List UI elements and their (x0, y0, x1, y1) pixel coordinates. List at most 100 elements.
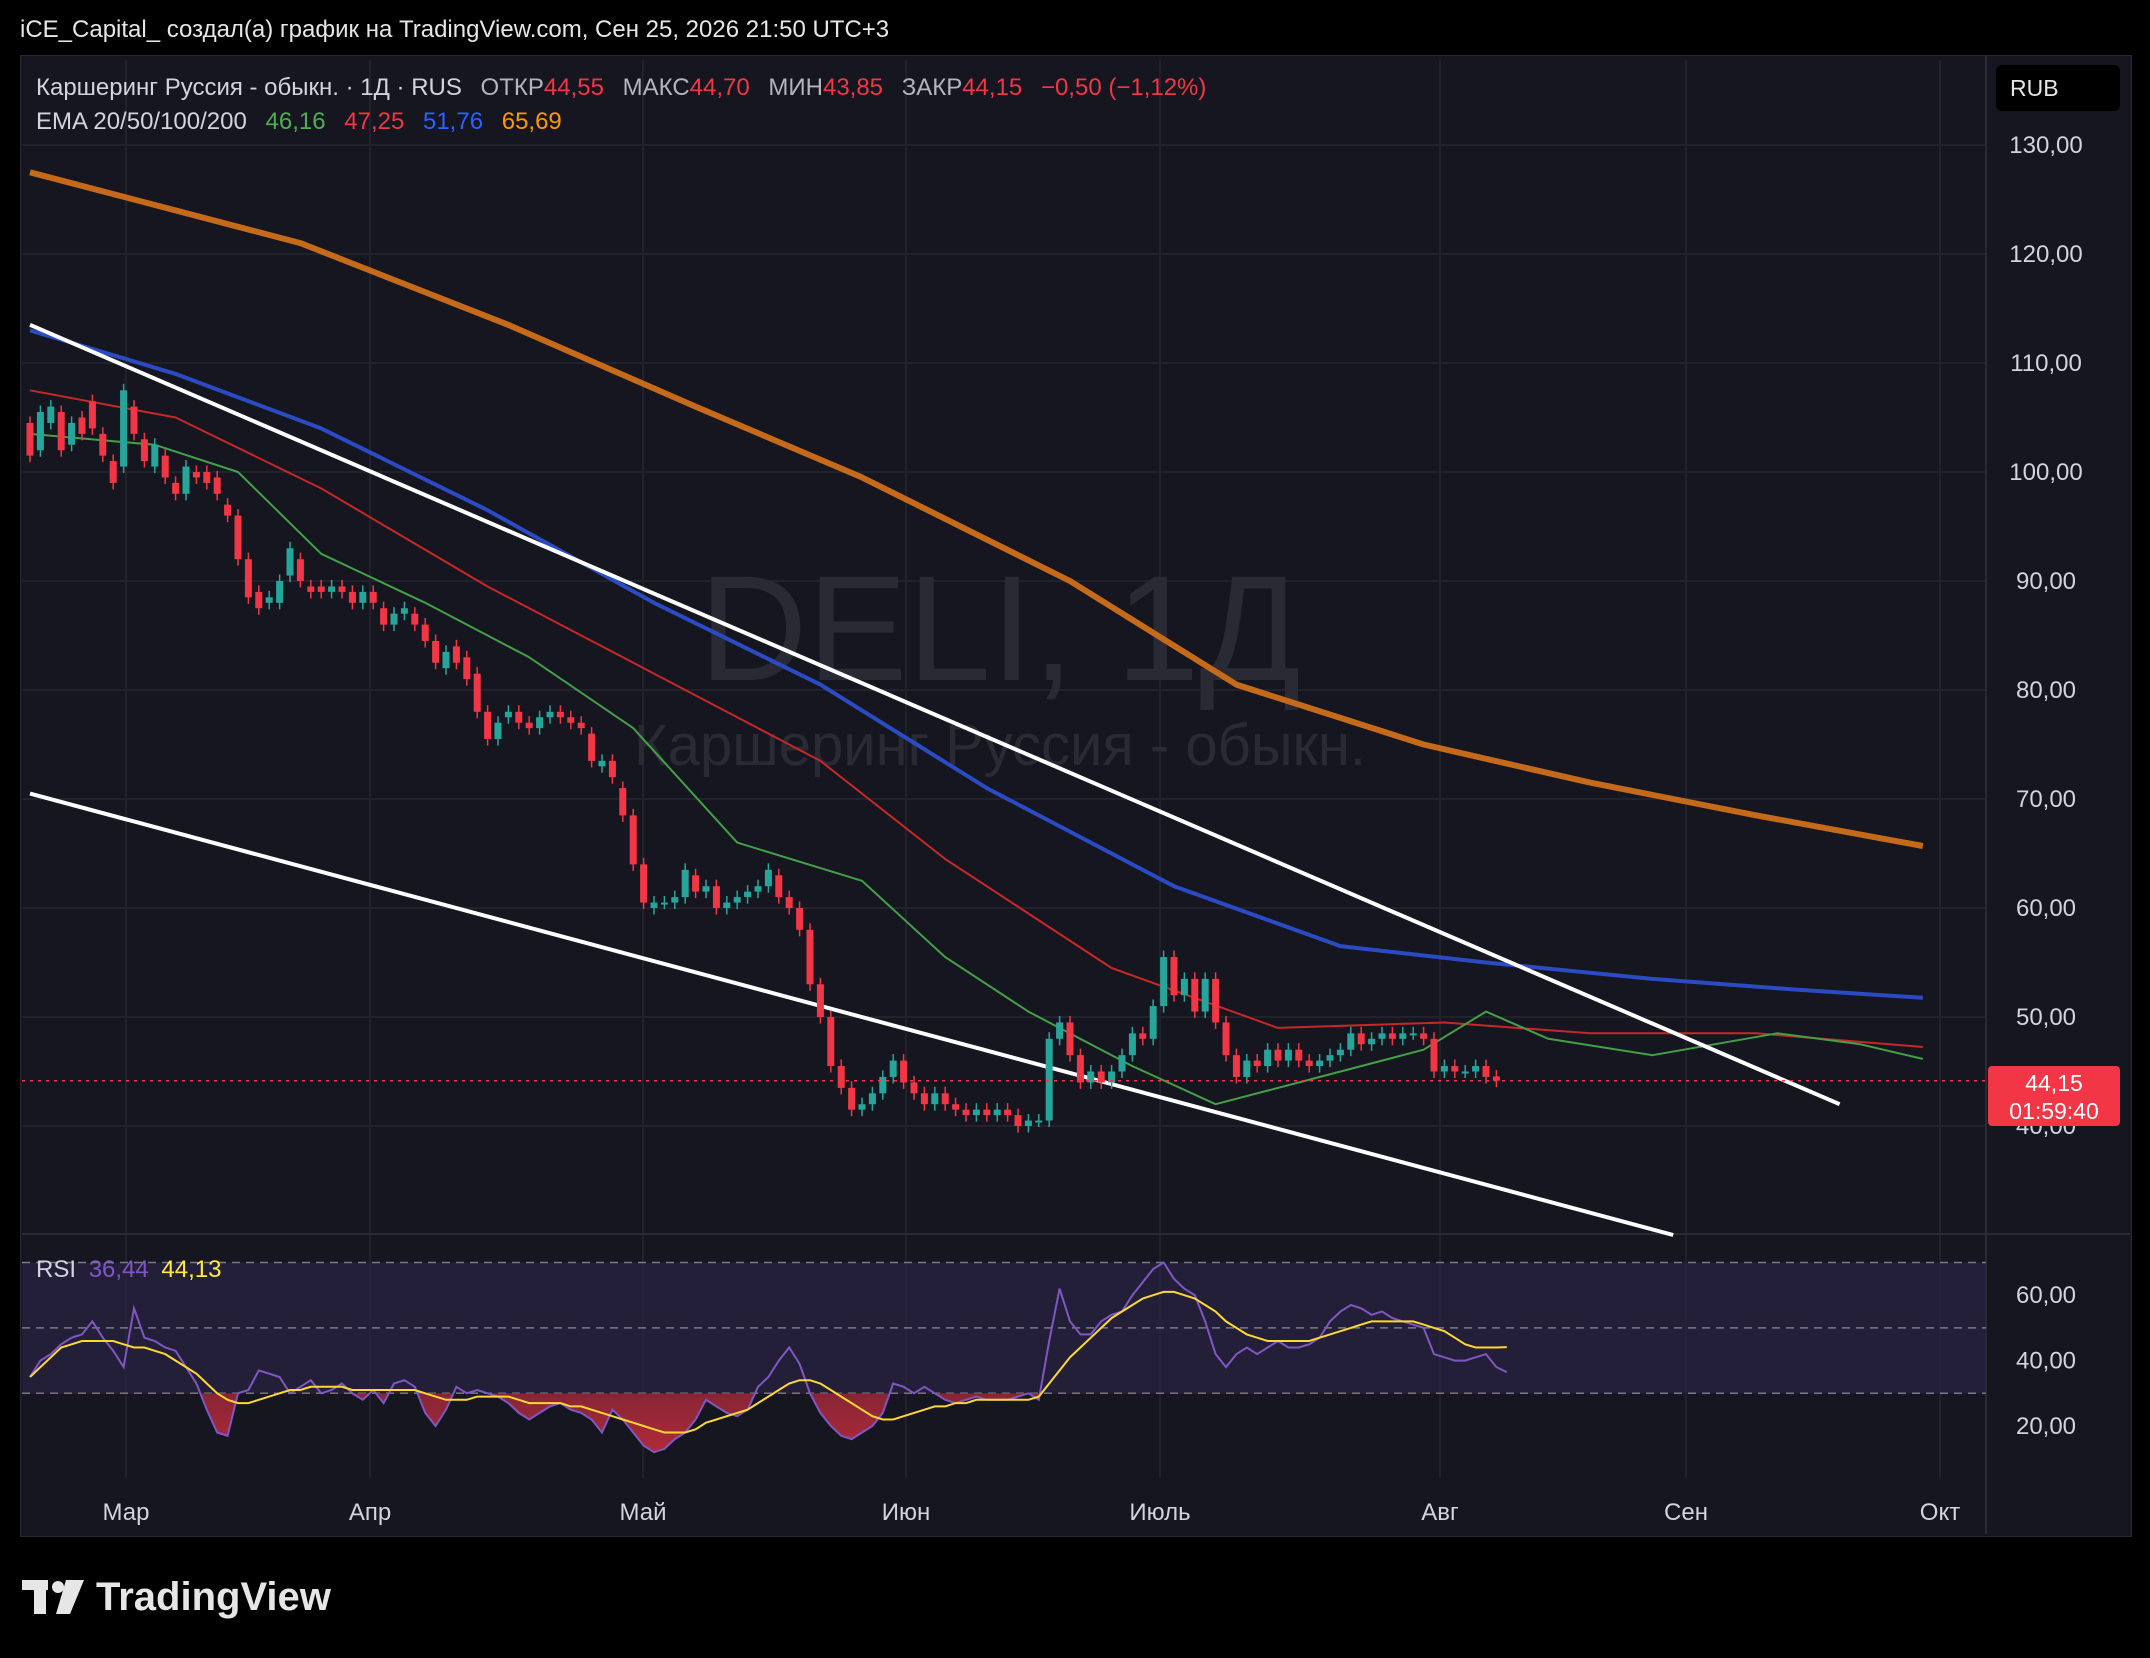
candle-body (910, 1082, 918, 1094)
candle-body (1014, 1115, 1022, 1126)
candle-body (608, 760, 616, 778)
candle-body (744, 891, 752, 898)
close-value: 44,15 (962, 74, 1023, 101)
x-tick-label: Окт (1920, 1499, 1960, 1526)
candle-body (1139, 1033, 1147, 1039)
candle-body (161, 455, 169, 478)
candle-body (265, 597, 273, 603)
currency-button[interactable]: RUB (1996, 65, 2120, 111)
candle-body (712, 886, 720, 908)
candle-body (1128, 1033, 1136, 1056)
candle-body (328, 586, 336, 592)
rsi-ma-line (29, 1290, 1507, 1434)
candle-body (733, 897, 741, 903)
candle-body (983, 1109, 991, 1116)
candle-body (1264, 1049, 1272, 1067)
x-tick-label: Июль (1129, 1499, 1190, 1526)
candle-body (1097, 1071, 1105, 1083)
candle-body (1253, 1060, 1261, 1067)
x-tick-label: Мар (103, 1499, 150, 1526)
candle-body (484, 711, 492, 740)
candle-body (192, 472, 200, 478)
candle-body (1191, 978, 1199, 1012)
candle-body (1024, 1120, 1032, 1126)
candle-body (47, 406, 55, 423)
x-tick-label: Авг (1421, 1499, 1459, 1526)
candle-body (1399, 1033, 1407, 1039)
candle-body (1108, 1071, 1116, 1083)
candle-body (224, 504, 232, 516)
candle-body (764, 869, 772, 887)
candle-body (931, 1093, 939, 1105)
x-tick-label: Сен (1664, 1499, 1708, 1526)
candle-body (1045, 1038, 1053, 1121)
watermark-ticker: DELI, 1Д (699, 544, 1301, 712)
candle-body (660, 902, 668, 905)
candle-body (588, 733, 596, 761)
candle-body (546, 711, 554, 718)
candle-body (1066, 1022, 1074, 1056)
candle-body (109, 461, 117, 483)
candle-body (452, 646, 460, 663)
rsi-tick-label: 20,00 (2016, 1413, 2076, 1440)
tradingview-logo[interactable]: TradingView (22, 1572, 331, 1622)
candle-body (972, 1109, 980, 1116)
open-value: 44,55 (543, 74, 604, 101)
candle-body (1378, 1033, 1386, 1039)
candle-body (442, 651, 450, 669)
change-value: −0,50 (−1,12%) (1040, 74, 1207, 101)
last-price-tag: 44,15 01:59:40 (1988, 1066, 2120, 1126)
candle-body (1430, 1038, 1438, 1072)
candle-body (827, 1017, 835, 1067)
candle-body (504, 711, 512, 718)
candle-body (868, 1093, 876, 1105)
candle-body (463, 657, 471, 680)
candle-body (255, 591, 263, 609)
candle-body (78, 417, 86, 434)
low-label: МИН (768, 74, 823, 101)
candle-body (1368, 1038, 1376, 1045)
candle-body (1243, 1060, 1251, 1077)
trendline-2 (29, 791, 1674, 1237)
candle-body (858, 1104, 866, 1110)
ema200-value: 65,69 (501, 108, 562, 135)
candle-body (671, 897, 679, 903)
candle-body (1170, 957, 1178, 996)
symbol-name: Каршеринг Руссия - обыкн. · 1Д · RUS (36, 74, 462, 101)
candle-body (1305, 1060, 1313, 1067)
candle-body (1232, 1055, 1240, 1077)
candle-body (213, 477, 221, 494)
candle-body (723, 902, 731, 908)
candle-body (1492, 1076, 1500, 1081)
candle-body (1284, 1049, 1292, 1061)
candle-body (338, 586, 346, 592)
candle-body (1160, 957, 1168, 1007)
candle-body (619, 788, 627, 816)
candle-body (494, 722, 502, 740)
candle-body (359, 591, 367, 603)
candle-body (837, 1066, 845, 1088)
y-tick-label: 60,00 (2016, 895, 2076, 922)
candle-body (598, 760, 606, 767)
candle-body (1004, 1109, 1012, 1116)
candle-body (525, 722, 533, 729)
bar-countdown: 01:59:40 (2009, 1098, 2099, 1124)
candle-body (1409, 1033, 1417, 1036)
candle-body (182, 466, 190, 494)
candle-body (1274, 1049, 1282, 1061)
candle-body (140, 439, 148, 462)
candle-body (962, 1109, 970, 1116)
candle-body (244, 559, 252, 598)
high-label: МАКС (622, 74, 690, 101)
candle-body (1461, 1071, 1469, 1074)
high-value: 44,70 (689, 74, 750, 101)
rsi-tick-label: 60,00 (2016, 1282, 2076, 1309)
candle-body (68, 422, 76, 445)
candle-body (286, 548, 294, 576)
candle-body (556, 711, 564, 718)
candle-body (317, 586, 325, 592)
candle-body (993, 1109, 1001, 1116)
x-tick-label: Май (619, 1499, 666, 1526)
rsi-ma-value: 44,13 (161, 1256, 222, 1283)
